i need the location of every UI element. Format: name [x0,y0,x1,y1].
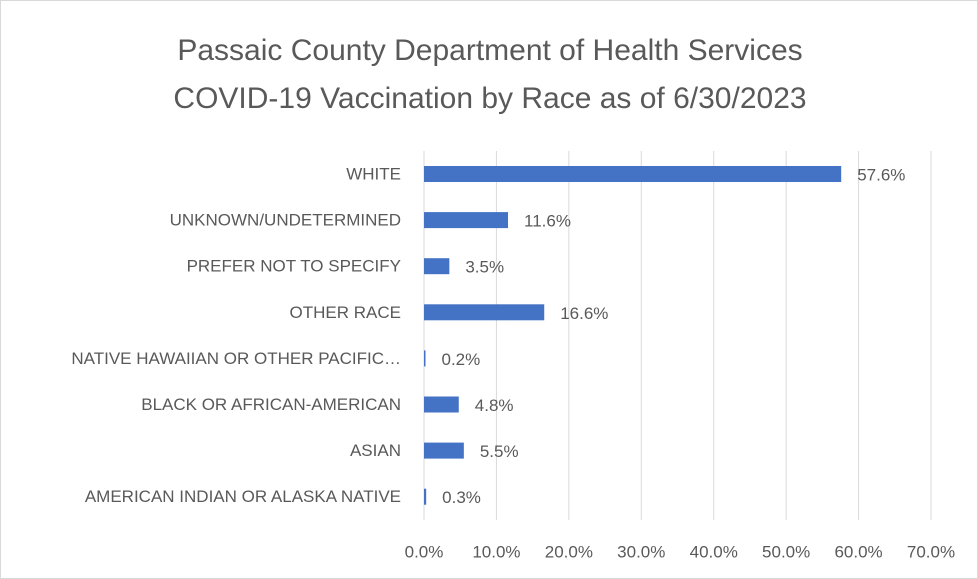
data-label: 57.6% [857,165,905,184]
bar [424,304,545,321]
data-label: 3.5% [465,258,504,277]
y-tick-label: WHITE [346,164,401,183]
data-label: 0.3% [442,488,481,507]
data-label: 4.8% [475,396,514,415]
y-tick-label: AMERICAN INDIAN OR ALASKA NATIVE [85,487,401,506]
x-tick-label: 60.0% [834,542,882,561]
bar [424,396,459,413]
chart-title: COVID-19 Vaccination by Race as of 6/30/… [173,82,806,115]
x-tick-label: 50.0% [762,542,810,561]
bar [424,166,842,182]
x-tick-label: 20.0% [545,542,593,561]
y-tick-label: BLACK OR AFRICAN-AMERICAN [141,395,401,414]
x-tick-label: 40.0% [690,542,738,561]
x-tick-label: 30.0% [617,542,665,561]
bar [424,488,427,505]
x-tick-label: 10.0% [472,542,520,561]
x-tick-label: 0.0% [405,542,444,561]
y-tick-label: ASIAN [350,441,401,460]
data-label: 16.6% [560,304,608,323]
data-label: 5.5% [480,442,519,461]
chart-title: Passaic County Department of Health Serv… [177,34,802,67]
x-tick-label: 70.0% [907,542,955,561]
data-label: 0.2% [442,350,481,369]
data-label: 11.6% [524,212,571,231]
y-tick-label: PREFER NOT TO SPECIFY [187,257,401,276]
y-tick-label: NATIVE HAWAIIAN OR OTHER PACIFIC… [71,349,401,368]
bar [424,258,450,275]
bar [424,350,426,367]
y-tick-label: OTHER RACE [290,303,401,322]
y-tick-label: UNKNOWN/UNDETERMINED [170,211,401,230]
bar [424,442,464,459]
bar [424,212,509,229]
